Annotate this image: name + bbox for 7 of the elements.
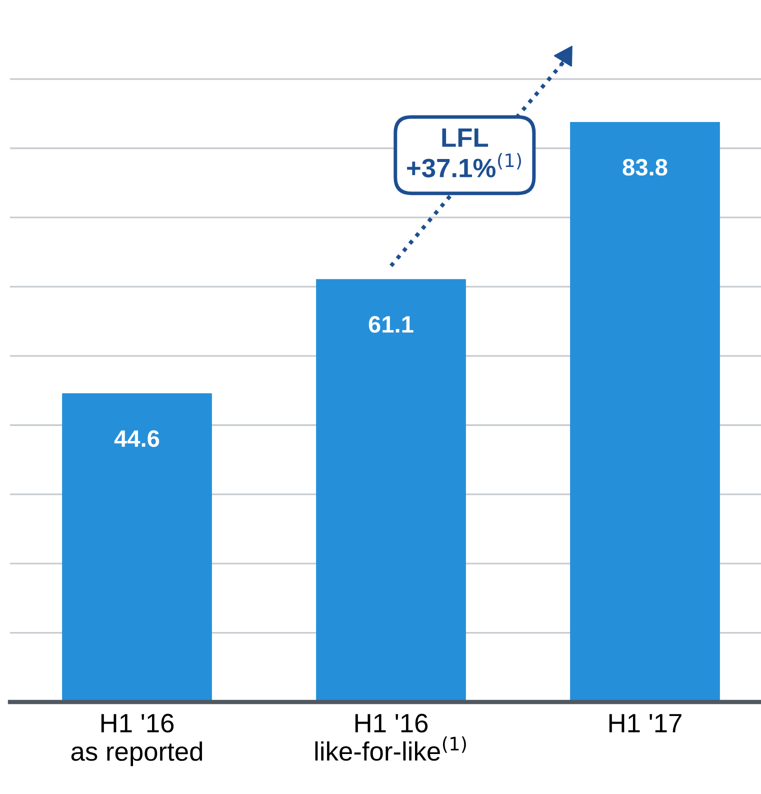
x-tick-label: H1 '17 <box>609 714 682 732</box>
data-label: 61.1 <box>368 316 414 333</box>
annotation: LFL +37.1%$^{(1)}$ <box>407 128 522 178</box>
data-label: 83.8 <box>622 158 668 176</box>
data-label: 44.6 <box>114 430 160 447</box>
x-tick-label: H1 '16 as reported <box>71 714 202 766</box>
x-tick-label: H1 '16 like-for-like$^{(1)}$ <box>315 714 466 761</box>
